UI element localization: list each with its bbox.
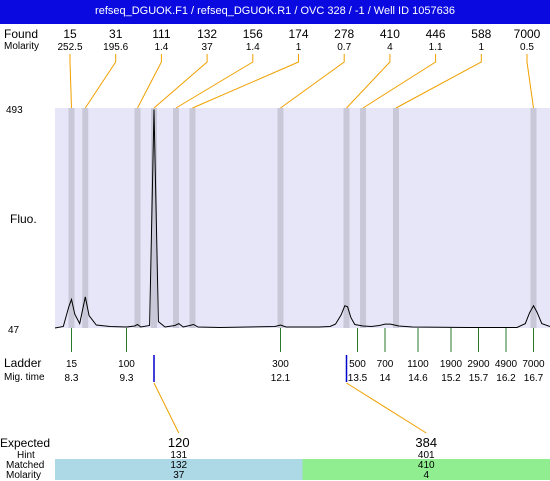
y-min-label: 47: [8, 325, 20, 336]
found-leader-line: [347, 54, 390, 108]
found-size-0: 15: [63, 27, 77, 41]
found-size-6: 278: [334, 27, 354, 41]
expected-leader-line: [154, 383, 179, 433]
ladder-time-1: 9.3: [120, 373, 134, 384]
found-size-7: 410: [380, 27, 400, 41]
found-leader-line: [138, 54, 162, 108]
plot-area: [55, 108, 550, 328]
peak-band: [344, 108, 350, 328]
found-molarity-4: 1.4: [246, 42, 260, 53]
found-leader-line: [176, 54, 253, 108]
found-molarity-0: 252.5: [57, 42, 82, 53]
found-molarity-5: 1: [296, 42, 302, 53]
ladder-size-6: 1900: [440, 359, 463, 370]
found-size-9: 588: [471, 27, 491, 41]
peak-band: [531, 108, 537, 328]
ladder-time-4: 14: [379, 373, 391, 384]
found-size-1: 31: [109, 27, 123, 41]
ladder-size-1: 100: [118, 359, 135, 370]
ladder-time-0: 8.3: [65, 373, 79, 384]
found-leader-line: [85, 54, 115, 108]
found-size-5: 174: [288, 27, 308, 41]
found-leader-line: [70, 54, 72, 108]
found-leader-line: [527, 54, 534, 108]
ladder-time-5: 14.6: [408, 373, 428, 384]
peak-band: [190, 108, 196, 328]
found-size-10: 7000: [514, 27, 541, 41]
peak-band: [82, 108, 88, 328]
ladder-time-9: 16.7: [524, 373, 544, 384]
found-molarity-1: 195.6: [103, 42, 128, 53]
y-max-label: 493: [6, 105, 23, 116]
ladder-size-7: 2900: [467, 359, 490, 370]
found-leader-line: [193, 54, 299, 108]
ladder-size-4: 700: [377, 359, 394, 370]
ladder-size-3: 500: [349, 359, 366, 370]
molarity-value-1: 4: [423, 470, 429, 480]
found-leader-line: [396, 54, 481, 108]
found-size-4: 156: [243, 27, 263, 41]
found-molarity-6: 0.7: [337, 42, 351, 53]
ladder-time-3: 13.5: [348, 373, 368, 384]
found-molarity-10: 0.5: [520, 42, 534, 53]
expected-leader-line: [347, 383, 427, 433]
ladder-size-0: 15: [66, 359, 78, 370]
ladder-size-2: 300: [272, 359, 289, 370]
found-leader-line: [281, 54, 345, 108]
found-leader-line: [154, 54, 207, 108]
peak-band: [69, 108, 75, 328]
found-molarity-2: 1.4: [154, 42, 168, 53]
ladder-time-8: 16.2: [496, 373, 516, 384]
peak-band: [360, 108, 366, 328]
found-leader-line: [363, 54, 436, 108]
found-molarity-7: 4: [387, 42, 393, 53]
peak-band: [173, 108, 179, 328]
molarity-value-0: 37: [173, 470, 185, 480]
found-size-3: 132: [197, 27, 217, 41]
found-size-2: 111: [152, 27, 171, 41]
found-molarity-8: 1.1: [429, 42, 443, 53]
expected-size-1: 384: [415, 435, 437, 450]
ladder-time-2: 12.1: [271, 373, 291, 384]
expected-size-0: 120: [168, 435, 190, 450]
ladder-time-6: 15.2: [441, 373, 461, 384]
ladder-size-5: 1100: [407, 359, 429, 370]
ladder-time-7: 15.7: [469, 373, 489, 384]
found-molarity-3: 37: [202, 42, 214, 53]
found-molarity-9: 1: [479, 42, 485, 53]
peak-band: [278, 108, 284, 328]
ladder-size-8: 4900: [495, 359, 518, 370]
peak-band: [393, 108, 399, 328]
peak-band: [135, 108, 141, 328]
found-size-8: 446: [426, 27, 446, 41]
ladder-size-9: 7000: [522, 359, 545, 370]
